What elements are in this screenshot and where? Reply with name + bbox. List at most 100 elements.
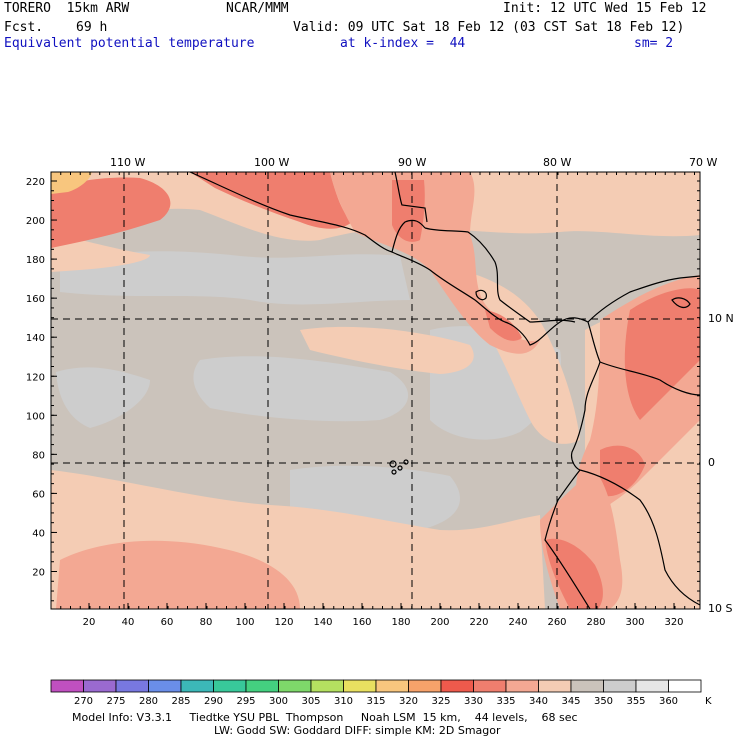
- model-info: Model Info: V3.3.1 Tiedtke YSU PBL Thomp…: [72, 711, 578, 724]
- x-tick-label: 80: [200, 617, 213, 628]
- colorbar-label: 290: [204, 696, 223, 707]
- colorbar-swatch: [440, 679, 474, 693]
- x-tick-label: 200: [430, 617, 449, 628]
- y-tick-label: 220: [26, 177, 45, 188]
- colorbar-swatch: [343, 679, 377, 693]
- colorbar-label: 355: [626, 696, 645, 707]
- model-name: TORERO 15km ARW: [4, 1, 130, 16]
- field-330-peru: [545, 538, 603, 609]
- lon-label-70w: 70 W: [689, 156, 718, 169]
- colorbar-swatch: [505, 679, 539, 693]
- colorbar-label: 310: [334, 696, 353, 707]
- x-tick-label: 260: [547, 617, 566, 628]
- colorbar-label: 270: [74, 696, 93, 707]
- x-tick-label: 120: [274, 617, 293, 628]
- colorbar-label: 325: [431, 696, 450, 707]
- x-tick-label: 140: [313, 617, 332, 628]
- lon-label-100w: 100 W: [254, 156, 290, 169]
- y-tick-label: 140: [26, 333, 45, 344]
- coast-ecuador-peru: [544, 469, 591, 609]
- center-name: NCAR/MMM: [226, 1, 289, 16]
- colorbar-label: 285: [171, 696, 190, 707]
- galapagos-islands: [389, 459, 409, 475]
- graticule: [51, 172, 700, 609]
- colorbar-swatch: [180, 679, 214, 693]
- colorbar-label: 275: [106, 696, 125, 707]
- field-330-guatemala: [392, 180, 425, 242]
- field-350-patch-north: [60, 251, 410, 305]
- colorbar-label: 295: [236, 696, 255, 707]
- level-index: at k-index = 44: [340, 36, 466, 51]
- field-name: Equivalent potential temperature: [4, 36, 255, 51]
- field-335-central-america: [330, 172, 540, 354]
- colorbar-swatch: [375, 679, 409, 693]
- colorbar-label: 305: [301, 696, 320, 707]
- colorbar-swatch: [408, 679, 442, 693]
- forecast-label: Fcst.: [4, 20, 44, 35]
- coast-colombia: [570, 321, 601, 471]
- smoothing: sm= 2: [634, 36, 674, 51]
- x-tick-label: 300: [625, 617, 644, 628]
- valid-time: Valid: 09 UTC Sat 18 Feb 12 (03 CST Sat …: [293, 20, 685, 35]
- field-330-andes-a: [624, 288, 700, 420]
- field-340-central-tongue: [300, 326, 474, 374]
- colorbar-label: 360: [659, 696, 678, 707]
- lon-label-110w: 110 W: [110, 156, 146, 169]
- lon-label-90w: 90 W: [398, 156, 427, 169]
- border-peru-brazil: [579, 469, 700, 606]
- lat-label-0: 0: [708, 456, 715, 469]
- colorbar-swatch: [473, 679, 507, 693]
- y-tick-label: 80: [32, 450, 45, 461]
- colorbar-swatch: [83, 679, 117, 693]
- x-tick-label: 60: [161, 617, 174, 628]
- field-320-nw-corner: [51, 172, 92, 194]
- coastlines: [189, 172, 700, 609]
- coast-north-sa: [587, 275, 700, 323]
- colorbar-label: 350: [594, 696, 613, 707]
- colorbar-swatch: [570, 679, 604, 693]
- forecast-hours: 69 h: [76, 20, 108, 35]
- border-andes: [599, 361, 700, 396]
- lake-nicaragua: [475, 289, 487, 301]
- y-tick-label: 60: [32, 489, 45, 500]
- x-tick-label: 160: [352, 617, 371, 628]
- colorbar-swatch: [50, 679, 84, 693]
- colorbar-swatch: [538, 679, 572, 693]
- init-time: Init: 12 UTC Wed 15 Feb 12: [503, 1, 707, 16]
- x-tick-label: 240: [508, 617, 527, 628]
- colorbar-swatch: [245, 679, 279, 693]
- y-tick-label: 180: [26, 255, 45, 266]
- field-330-costa-rica: [485, 310, 522, 341]
- x-tick-label: 20: [83, 617, 96, 628]
- colorbar-label: 280: [139, 696, 158, 707]
- lon-label-80w: 80 W: [543, 156, 572, 169]
- colorbar-label: 315: [366, 696, 385, 707]
- colorbar-swatch: [148, 679, 182, 693]
- x-tick-label: 180: [391, 617, 410, 628]
- colorbar-label: 340: [529, 696, 548, 707]
- y-tick-label: 160: [26, 294, 45, 305]
- field-350-patch-west: [56, 367, 150, 428]
- field-335-sw: [56, 540, 300, 609]
- field-335-nw: [51, 177, 171, 248]
- colorbar-label: 320: [399, 696, 418, 707]
- y-tick-label: 120: [26, 372, 45, 383]
- y-tick-label: 100: [26, 411, 45, 422]
- field-330-mexico: [190, 172, 352, 229]
- colorbar-label: 330: [464, 696, 483, 707]
- colorbar-label: 335: [496, 696, 515, 707]
- colorbar-unit: K: [705, 696, 712, 707]
- y-tick-label: 200: [26, 216, 45, 227]
- colorbar-swatch: [603, 679, 637, 693]
- y-axis-ticks: 220 200 180 160 140 120 100 80 60 40 20: [26, 177, 700, 602]
- field-350-patch-center: [193, 356, 409, 422]
- x-tick-label: 320: [664, 617, 683, 628]
- colorbar-label: 345: [561, 696, 580, 707]
- caribbean-islands: [671, 297, 691, 309]
- coast-mexico: [189, 172, 426, 253]
- x-tick-label: 40: [122, 617, 135, 628]
- coast-caribbean: [424, 227, 576, 323]
- colorbar-label: 300: [269, 696, 288, 707]
- x-tick-label: 100: [235, 617, 254, 628]
- x-axis-ticks: 20 40 60 80 100 120 140 160 180 200 220 240 260 280 30…: [50, 172, 695, 628]
